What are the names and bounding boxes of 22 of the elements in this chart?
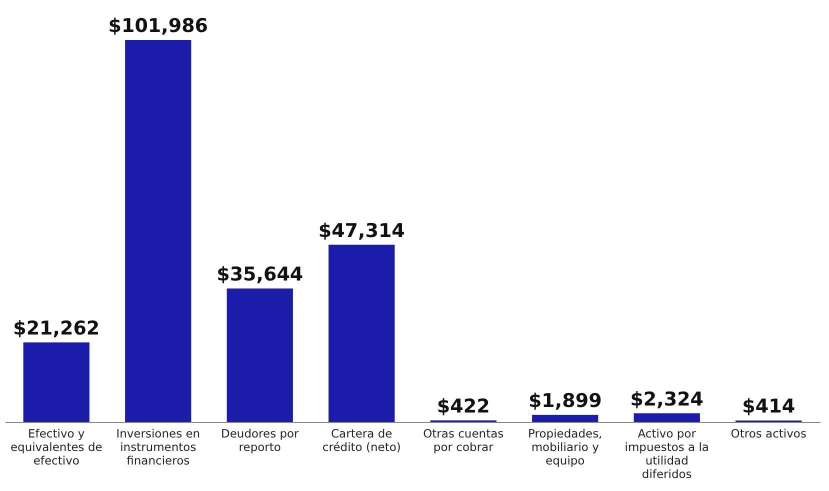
data-label: $47,314 <box>318 220 405 242</box>
data-label: $1,899 <box>528 390 602 412</box>
bar <box>226 288 293 422</box>
x-tick-label: Otras cuentas por cobrar <box>423 426 504 454</box>
x-tick-label: Activo por impuestos a la utilidad diferidos <box>624 426 709 481</box>
x-tick-label: Propiedades, mobiliario y equipo <box>528 426 602 468</box>
data-label: $2,324 <box>630 388 704 410</box>
bar <box>634 413 700 422</box>
data-label: $35,644 <box>216 263 304 286</box>
x-tick-label: Efectivo y equivalentes de efectivo <box>10 426 102 468</box>
bar <box>23 342 90 422</box>
bar <box>532 414 598 422</box>
bar <box>328 244 395 422</box>
data-label: $101,986 <box>108 15 208 38</box>
data-label: $21,262 <box>13 317 100 340</box>
bar <box>125 40 192 422</box>
x-tick-label: Inversiones en instrumentos financieros <box>116 426 200 468</box>
x-tick-label: Deudores por reporto <box>220 426 300 454</box>
x-tick-label: Cartera de crédito (neto) <box>322 426 401 454</box>
data-label: $414 <box>742 395 796 418</box>
data-label: $422 <box>436 395 490 418</box>
x-tick-label: Otros activos <box>730 426 806 440</box>
